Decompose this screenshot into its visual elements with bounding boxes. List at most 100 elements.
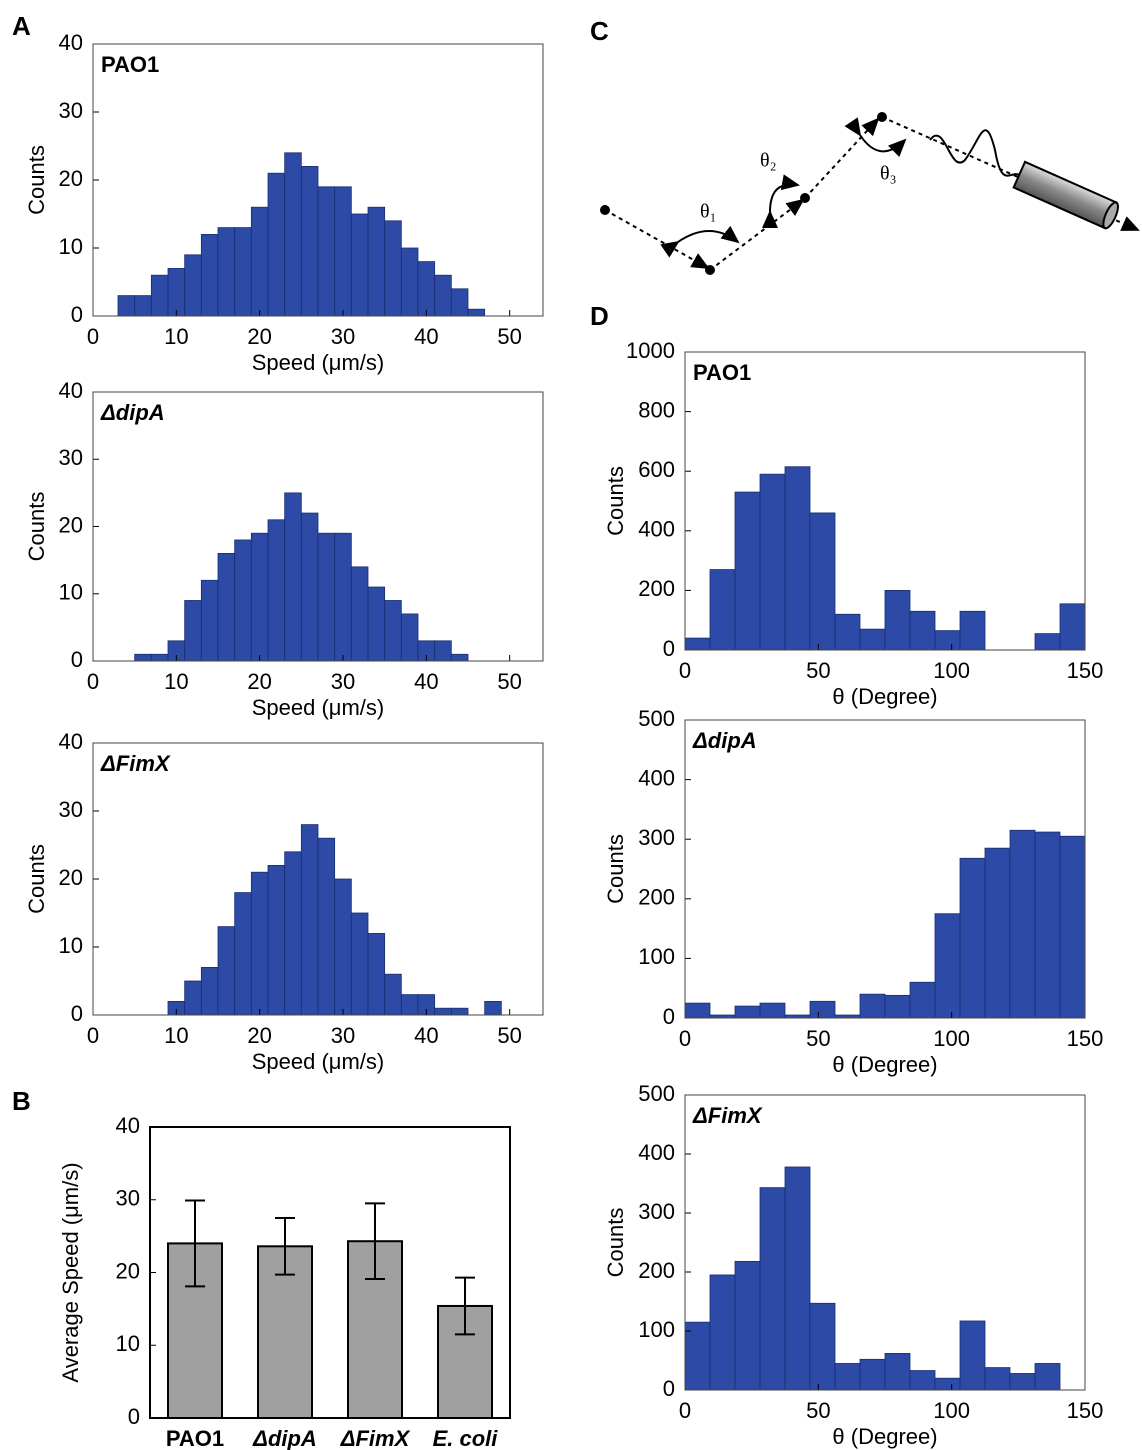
- bar: [384, 600, 402, 662]
- bar: [234, 539, 252, 662]
- bar: [909, 610, 936, 651]
- x-tick-label: 20: [247, 669, 271, 694]
- bar: [150, 653, 169, 662]
- y-tick-label: 200: [638, 576, 675, 601]
- y-tick-label: 400: [638, 517, 675, 542]
- x-axis-label: Speed (μm/s): [252, 1049, 385, 1074]
- x-tick-label: 50: [497, 324, 521, 349]
- bar: [200, 233, 219, 317]
- angle-arc: [660, 225, 740, 258]
- bar: [284, 152, 302, 317]
- y-axis-label: Average Speed (μm/s): [58, 1162, 83, 1382]
- x-tick-label: 30: [331, 669, 355, 694]
- y-tick-label: 10: [59, 580, 83, 605]
- x-tick-label: 0: [679, 658, 691, 683]
- path-segment: [804, 117, 880, 199]
- bar: [350, 213, 369, 317]
- x-tick-label: E. coli: [433, 1426, 499, 1450]
- bar: [250, 532, 269, 662]
- plot-frame: [92, 391, 544, 662]
- x-axis-label: Speed (μm/s): [252, 350, 385, 375]
- bar: [984, 847, 1011, 1019]
- x-axis-label: θ (Degree): [832, 684, 937, 709]
- x-tick-label: 20: [247, 1023, 271, 1048]
- bar: [334, 186, 352, 317]
- chart-title: ΔdipA: [100, 400, 165, 425]
- x-tick-label: 50: [806, 1398, 830, 1423]
- bar: [809, 1302, 836, 1391]
- x-tick-label: 100: [933, 658, 970, 683]
- bar: [284, 851, 302, 1016]
- bar: [334, 532, 352, 662]
- x-tick-label: 150: [1067, 658, 1104, 683]
- bar: [267, 519, 286, 662]
- bar: [959, 857, 986, 1019]
- bar: [759, 1002, 786, 1019]
- x-tick-label: 10: [164, 669, 188, 694]
- bar: [959, 1320, 986, 1391]
- bar: [934, 630, 961, 651]
- bar: [784, 1166, 811, 1391]
- bar: [150, 274, 169, 317]
- x-tick-label: PAO1: [166, 1426, 224, 1450]
- bar: [284, 492, 302, 662]
- bar: [484, 1001, 502, 1016]
- flagellum: [929, 129, 1021, 177]
- x-tick-label: 0: [87, 1023, 99, 1048]
- y-tick-label: 500: [638, 1081, 675, 1106]
- panel-label: A: [12, 11, 31, 41]
- y-tick-label: 40: [59, 378, 83, 403]
- y-tick-label: 500: [638, 706, 675, 731]
- y-tick-label: 10: [59, 933, 83, 958]
- y-tick-label: 1000: [626, 338, 675, 363]
- x-tick-label: 50: [806, 1026, 830, 1051]
- bar: [434, 274, 452, 317]
- y-tick-label: 20: [59, 166, 83, 191]
- bar: [400, 247, 419, 317]
- bar: [300, 165, 319, 317]
- path-segment: [709, 198, 805, 271]
- bar: [734, 1260, 761, 1391]
- y-axis-label: Counts: [603, 466, 628, 536]
- bar: [434, 640, 452, 662]
- bar: [317, 532, 336, 662]
- x-tick-label: ΔFimX: [340, 1426, 411, 1450]
- bar: [234, 227, 252, 317]
- plot-frame: [149, 1126, 511, 1419]
- y-tick-label: 0: [663, 1376, 675, 1401]
- bar: [859, 628, 886, 651]
- y-tick-label: 100: [638, 1317, 675, 1342]
- y-tick-label: 30: [59, 98, 83, 123]
- y-tick-label: 600: [638, 457, 675, 482]
- bar: [934, 913, 961, 1019]
- bar: [984, 1367, 1011, 1391]
- error-bar: [455, 1276, 475, 1336]
- bar: [1059, 603, 1086, 651]
- bar: [884, 1353, 911, 1391]
- y-tick-label: 0: [663, 1004, 675, 1029]
- bar: [317, 186, 336, 317]
- chart-title: PAO1: [693, 360, 751, 385]
- bar: [809, 512, 836, 651]
- bar: [367, 586, 386, 662]
- x-tick-label: 40: [414, 669, 438, 694]
- bar: [184, 600, 202, 662]
- panel-label: D: [590, 301, 609, 331]
- x-tick-label: 0: [679, 1398, 691, 1423]
- x-tick-label: 50: [497, 1023, 521, 1048]
- bar: [184, 980, 202, 1016]
- bar: [200, 579, 219, 662]
- bar: [734, 1005, 761, 1019]
- bar: [184, 254, 202, 317]
- chart-title: ΔFimX: [100, 751, 171, 776]
- bar: [250, 206, 269, 317]
- bar: [350, 566, 369, 662]
- bar: [809, 1000, 836, 1019]
- bar: [909, 1370, 936, 1391]
- bar: [217, 553, 236, 662]
- x-tick-label: 0: [679, 1026, 691, 1051]
- y-tick-label: 200: [638, 885, 675, 910]
- y-tick-label: 20: [59, 865, 83, 890]
